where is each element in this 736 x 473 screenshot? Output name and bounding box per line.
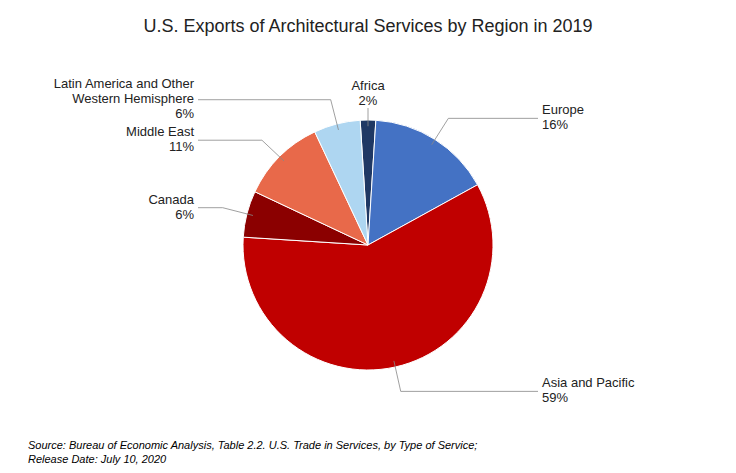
- pie-slice: [315, 120, 368, 245]
- labels: Africa2% Europe16% Asia and Pacific59% Cana…: [54, 76, 635, 405]
- source-note: Source: Bureau of Economic Analysis, Tab…: [28, 439, 477, 465]
- leader-line: [368, 108, 369, 126]
- leader-line: [432, 118, 538, 144]
- title: U.S. Exports of Architectural Services b…: [143, 16, 592, 36]
- slice-label: Asia and Pacific: [542, 375, 635, 390]
- pie-slice: [243, 185, 493, 370]
- chart-svg: U.S. Exports of Architectural Services b…: [0, 0, 736, 473]
- leader-line: [198, 208, 253, 216]
- slice-label: Latin America and OtherWestern Hemispher…: [54, 76, 195, 106]
- chart-container: U.S. Exports of Architectural Services b…: [0, 0, 736, 473]
- data-label: 59%: [542, 390, 568, 405]
- data-label: 6%: [175, 106, 194, 121]
- slice-label: Europe: [542, 102, 584, 117]
- data-label: 2%: [359, 93, 378, 108]
- leader-line: [394, 361, 538, 392]
- leader-lines: [198, 100, 538, 392]
- leader-line: [198, 100, 338, 130]
- leader-line: [198, 140, 284, 161]
- data-label: 6%: [175, 207, 194, 222]
- slice-label: Middle East: [126, 124, 194, 139]
- slice-label: Canada: [148, 192, 194, 207]
- data-label: 11%: [169, 139, 194, 154]
- data-label: 16%: [542, 117, 568, 132]
- slice-label: Africa: [351, 78, 385, 93]
